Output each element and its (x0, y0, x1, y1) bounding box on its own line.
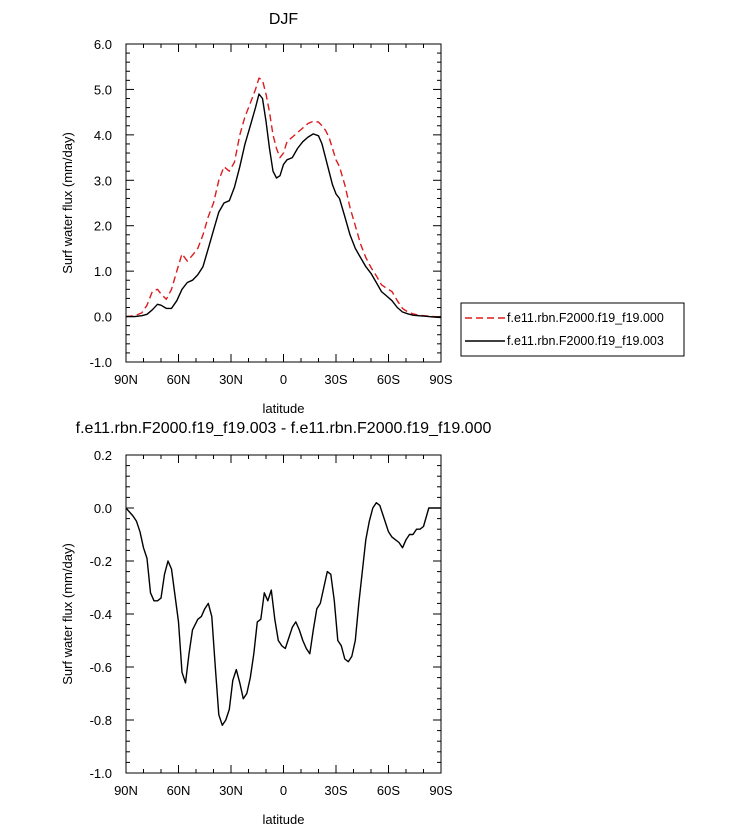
y-tick-label: 0.0 (94, 310, 112, 325)
legend-entry-label: f.e11.rbn.F2000.f19_f19.000 (507, 311, 664, 325)
x-tick-label: 60N (167, 783, 191, 798)
y-tick-label: 5.0 (94, 82, 112, 97)
plot-frame (125, 454, 442, 774)
x-tick-label: 0 (280, 372, 287, 387)
x-tick-label: 60N (167, 372, 191, 387)
x-tick-label: 90S (429, 783, 452, 798)
series-line-1 (126, 93, 442, 319)
y-axis-label: Surf water flux (mm/day) (60, 543, 75, 685)
y-tick-label: 0.0 (94, 501, 112, 516)
chart-title: f.e11.rbn.F2000.f19_f19.003 - f.e11.rbn.… (76, 420, 492, 437)
y-axis-label: Surf water flux (mm/day) (60, 132, 75, 274)
y-tick-label: -1.0 (90, 355, 112, 370)
y-tick-label: -0.2 (90, 554, 112, 569)
y-tick-label: 4.0 (94, 128, 112, 143)
x-tick-label: 60S (377, 372, 400, 387)
x-tick-label: 90N (114, 783, 138, 798)
legend-entry-label: f.e11.rbn.F2000.f19_f19.003 (507, 334, 664, 348)
y-tick-label: -0.6 (90, 660, 112, 675)
plot-frame (125, 43, 442, 363)
x-tick-label: 90S (429, 372, 452, 387)
y-tick-label: -0.4 (90, 607, 112, 622)
y-tick-label: 3.0 (94, 173, 112, 188)
x-tick-label: 30S (324, 372, 347, 387)
y-tick-label: 6.0 (94, 37, 112, 52)
x-axis-label: latitude (263, 401, 305, 416)
y-tick-label: 2.0 (94, 219, 112, 234)
chart-title: DJF (269, 11, 299, 28)
series-line-0 (125, 502, 441, 726)
y-tick-label: 1.0 (94, 264, 112, 279)
x-tick-label: 30S (324, 783, 347, 798)
y-tick-label: -1.0 (90, 766, 112, 781)
x-axis-label: latitude (263, 812, 305, 827)
y-tick-label: 0.2 (94, 448, 112, 463)
y-tick-label: -0.8 (90, 713, 112, 728)
x-tick-label: 30N (219, 372, 243, 387)
legend-box (460, 302, 685, 357)
x-tick-label: 30N (219, 783, 243, 798)
x-tick-label: 90N (114, 372, 138, 387)
x-tick-label: 60S (377, 783, 400, 798)
series-line-0 (125, 77, 442, 319)
x-tick-label: 0 (280, 783, 287, 798)
